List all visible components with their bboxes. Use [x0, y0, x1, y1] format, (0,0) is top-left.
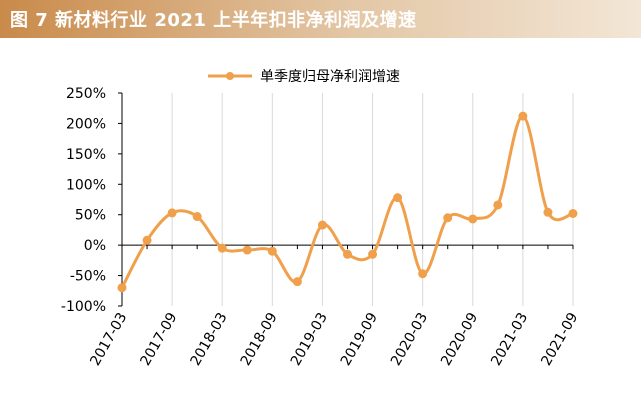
data-point	[443, 213, 453, 223]
chart-figure-title: 图 7 新材料行业 2021 上半年扣非净利润及增速	[10, 10, 417, 31]
data-point	[142, 235, 152, 245]
y-tick-label: 50%	[75, 208, 106, 224]
y-axis-ticks: 250% 200% 150% 100% 50% 0% -50% -100%	[61, 86, 122, 315]
x-tick-label: 2021-03	[488, 310, 531, 369]
y-tick-label: -50%	[70, 269, 106, 285]
data-point	[267, 246, 277, 256]
x-tick-label: 2018-09	[238, 310, 281, 369]
data-point	[292, 277, 302, 287]
legend-label: 单季度归母净利润增速	[260, 68, 400, 85]
x-axis-ticks: 2017-03 2017-09 2018-03 2018-09 2019-03 2019-…	[87, 245, 581, 369]
data-point	[468, 214, 478, 224]
legend: 单季度归母净利润增速	[208, 68, 400, 85]
data-point	[418, 269, 428, 279]
data-point	[317, 220, 327, 230]
x-tick-label: 2020-09	[438, 310, 481, 369]
y-tick-label: 150%	[66, 147, 106, 163]
legend-swatch-marker	[226, 72, 234, 80]
title-bar: 图 7 新材料行业 2021 上半年扣非净利润及增速	[0, 0, 641, 38]
y-tick-label: 200%	[66, 116, 106, 132]
x-tick-label: 2021-09	[538, 310, 581, 369]
data-point	[167, 208, 177, 218]
data-point	[242, 245, 252, 255]
y-tick-label: 0%	[84, 238, 106, 254]
axes	[121, 93, 573, 306]
y-tick-label: 100%	[66, 177, 106, 193]
series-line	[120, 114, 574, 289]
data-point	[568, 208, 578, 218]
data-point	[518, 111, 528, 121]
data-point	[393, 193, 403, 203]
x-tick-label: 2020-03	[388, 310, 431, 369]
series-layer	[117, 111, 578, 293]
line-chart: 单季度归母净利润增速 250% 200% 150% 100% 50% 0% -50% -100…	[61, 68, 582, 369]
data-point	[368, 249, 378, 259]
data-point	[192, 212, 202, 222]
data-point	[117, 283, 127, 293]
data-point	[493, 200, 503, 210]
x-tick-label: 2017-09	[137, 310, 180, 369]
x-tick-label: 2018-03	[188, 310, 231, 369]
x-tick-label: 2019-03	[288, 310, 331, 369]
data-point	[217, 243, 227, 253]
data-point	[543, 207, 553, 217]
y-tick-label: -100%	[61, 299, 106, 315]
data-point	[343, 249, 352, 259]
x-tick-label: 2019-09	[338, 310, 381, 369]
y-tick-label: 250%	[66, 86, 106, 102]
grid-lines	[121, 93, 574, 306]
x-tick-label: 2017-03	[87, 310, 130, 369]
